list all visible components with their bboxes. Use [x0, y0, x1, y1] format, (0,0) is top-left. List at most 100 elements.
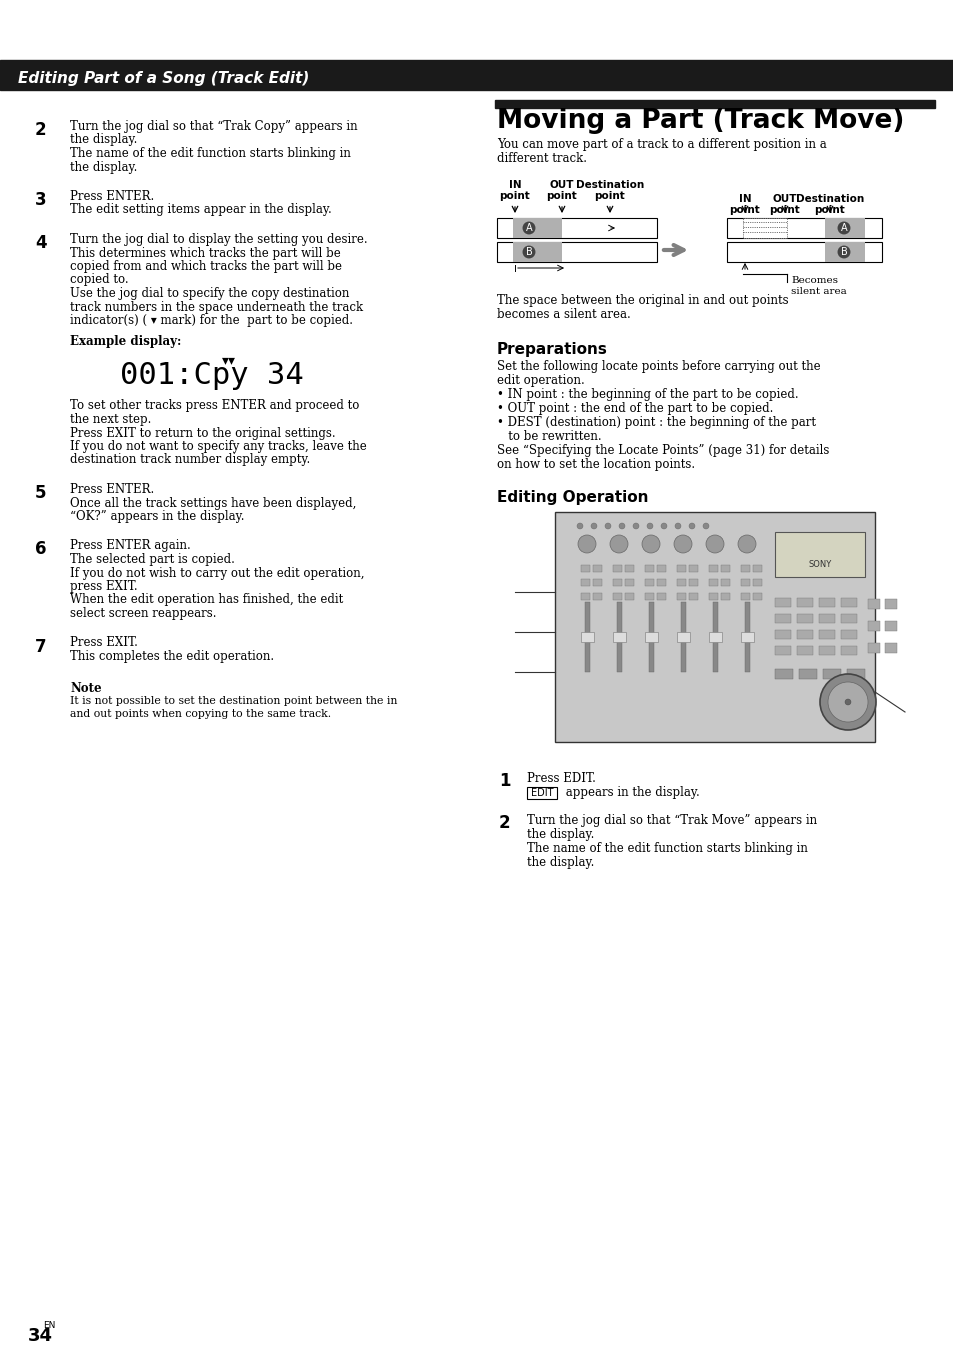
Text: becomes a silent area.: becomes a silent area.	[497, 308, 630, 322]
Text: The name of the edit function starts blinking in: The name of the edit function starts bli…	[526, 842, 807, 855]
Bar	[796, 613, 812, 623]
Bar	[513, 218, 561, 238]
Text: Example display:: Example display:	[70, 335, 181, 349]
Text: When the edit operation has finished, the edit: When the edit operation has finished, th…	[70, 593, 343, 607]
Text: Turn the jog dial so that “Trak Move” appears in: Turn the jog dial so that “Trak Move” ap…	[526, 815, 817, 827]
Bar	[744, 603, 749, 671]
Text: 34: 34	[28, 1327, 53, 1346]
Bar	[726, 242, 882, 262]
Text: indicator(s) ( ▾ mark) for the  part to be copied.: indicator(s) ( ▾ mark) for the part to b…	[70, 313, 353, 327]
Circle shape	[641, 535, 659, 553]
Bar	[867, 598, 879, 609]
Text: The selected part is copied.: The selected part is copied.	[70, 553, 234, 566]
Text: Once all the track settings have been displayed,: Once all the track settings have been di…	[70, 497, 356, 509]
Bar	[617, 603, 621, 671]
Bar	[593, 593, 601, 600]
Text: SONY: SONY	[807, 561, 831, 569]
Bar	[740, 632, 753, 642]
Bar	[846, 669, 864, 680]
Text: destination track number display empty.: destination track number display empty.	[70, 454, 310, 466]
Bar	[824, 218, 864, 238]
Bar	[580, 593, 589, 600]
Text: OUT: OUT	[772, 195, 797, 204]
Bar	[752, 593, 761, 600]
Bar	[774, 630, 790, 639]
Text: IN: IN	[738, 195, 751, 204]
Circle shape	[844, 698, 850, 705]
Bar	[688, 580, 698, 586]
Bar	[884, 621, 896, 631]
Text: Press ENTER.: Press ENTER.	[70, 190, 154, 203]
Text: B: B	[840, 247, 846, 257]
Bar	[720, 593, 729, 600]
Text: Turn the jog dial so that “Trak Copy” appears in: Turn the jog dial so that “Trak Copy” ap…	[70, 120, 357, 132]
Bar	[657, 580, 665, 586]
Bar	[580, 580, 589, 586]
Circle shape	[702, 523, 708, 530]
Text: Note: Note	[70, 681, 102, 694]
Text: A: A	[840, 223, 846, 232]
Text: 5: 5	[35, 484, 47, 503]
Circle shape	[646, 523, 652, 530]
Text: Preparations: Preparations	[497, 342, 607, 357]
Text: The edit setting items appear in the display.: The edit setting items appear in the dis…	[70, 204, 332, 216]
Bar	[740, 565, 749, 571]
Text: 7: 7	[35, 638, 47, 655]
Bar	[613, 580, 621, 586]
Text: It is not possible to set the destination point between the in: It is not possible to set the destinatio…	[70, 696, 397, 705]
Text: Use the jog dial to specify the copy destination: Use the jog dial to specify the copy des…	[70, 286, 349, 300]
Bar	[818, 613, 834, 623]
Bar	[0, 59, 953, 91]
Text: 1: 1	[498, 771, 510, 790]
Text: point: point	[594, 190, 625, 201]
Text: track numbers in the space underneath the track: track numbers in the space underneath th…	[70, 300, 363, 313]
Bar	[796, 598, 812, 607]
Bar	[867, 643, 879, 653]
Bar	[580, 632, 594, 642]
Bar	[796, 630, 812, 639]
Text: Turn the jog dial to display the setting you desire.: Turn the jog dial to display the setting…	[70, 232, 367, 246]
Bar	[644, 632, 658, 642]
Bar	[624, 565, 634, 571]
Bar	[712, 603, 718, 671]
Text: OUT: OUT	[549, 180, 574, 190]
Bar	[613, 565, 621, 571]
Bar	[822, 669, 841, 680]
Text: Press EDIT.: Press EDIT.	[526, 771, 596, 785]
Text: the display.: the display.	[70, 134, 137, 146]
Bar	[752, 565, 761, 571]
Bar	[580, 565, 589, 571]
Circle shape	[633, 523, 639, 530]
Bar	[495, 100, 934, 108]
Bar	[677, 593, 685, 600]
Text: the display.: the display.	[70, 161, 137, 173]
Text: Press EXIT to return to the original settings.: Press EXIT to return to the original set…	[70, 427, 335, 439]
Text: 001:Cpy 34: 001:Cpy 34	[120, 362, 303, 390]
Bar	[555, 512, 874, 742]
Text: “OK?” appears in the display.: “OK?” appears in the display.	[70, 509, 244, 523]
Bar	[624, 593, 634, 600]
Bar	[708, 593, 718, 600]
Bar	[841, 598, 856, 607]
Text: • IN point : the beginning of the part to be copied.: • IN point : the beginning of the part t…	[497, 388, 798, 401]
Circle shape	[604, 523, 610, 530]
Bar	[680, 603, 685, 671]
Bar	[644, 593, 654, 600]
Text: Set the following locate points before carrying out the: Set the following locate points before c…	[497, 359, 820, 373]
Bar	[624, 580, 634, 586]
Circle shape	[738, 535, 755, 553]
Circle shape	[577, 523, 582, 530]
Circle shape	[820, 674, 875, 730]
Text: Destination: Destination	[795, 195, 863, 204]
Bar	[688, 593, 698, 600]
Circle shape	[618, 523, 624, 530]
Bar	[708, 632, 721, 642]
Text: EN: EN	[43, 1321, 55, 1329]
Text: A: A	[525, 223, 532, 232]
Bar	[774, 532, 864, 577]
Bar	[720, 565, 729, 571]
Bar	[593, 565, 601, 571]
Text: point: point	[729, 205, 760, 215]
Bar	[526, 788, 557, 798]
Text: silent area: silent area	[790, 286, 846, 296]
